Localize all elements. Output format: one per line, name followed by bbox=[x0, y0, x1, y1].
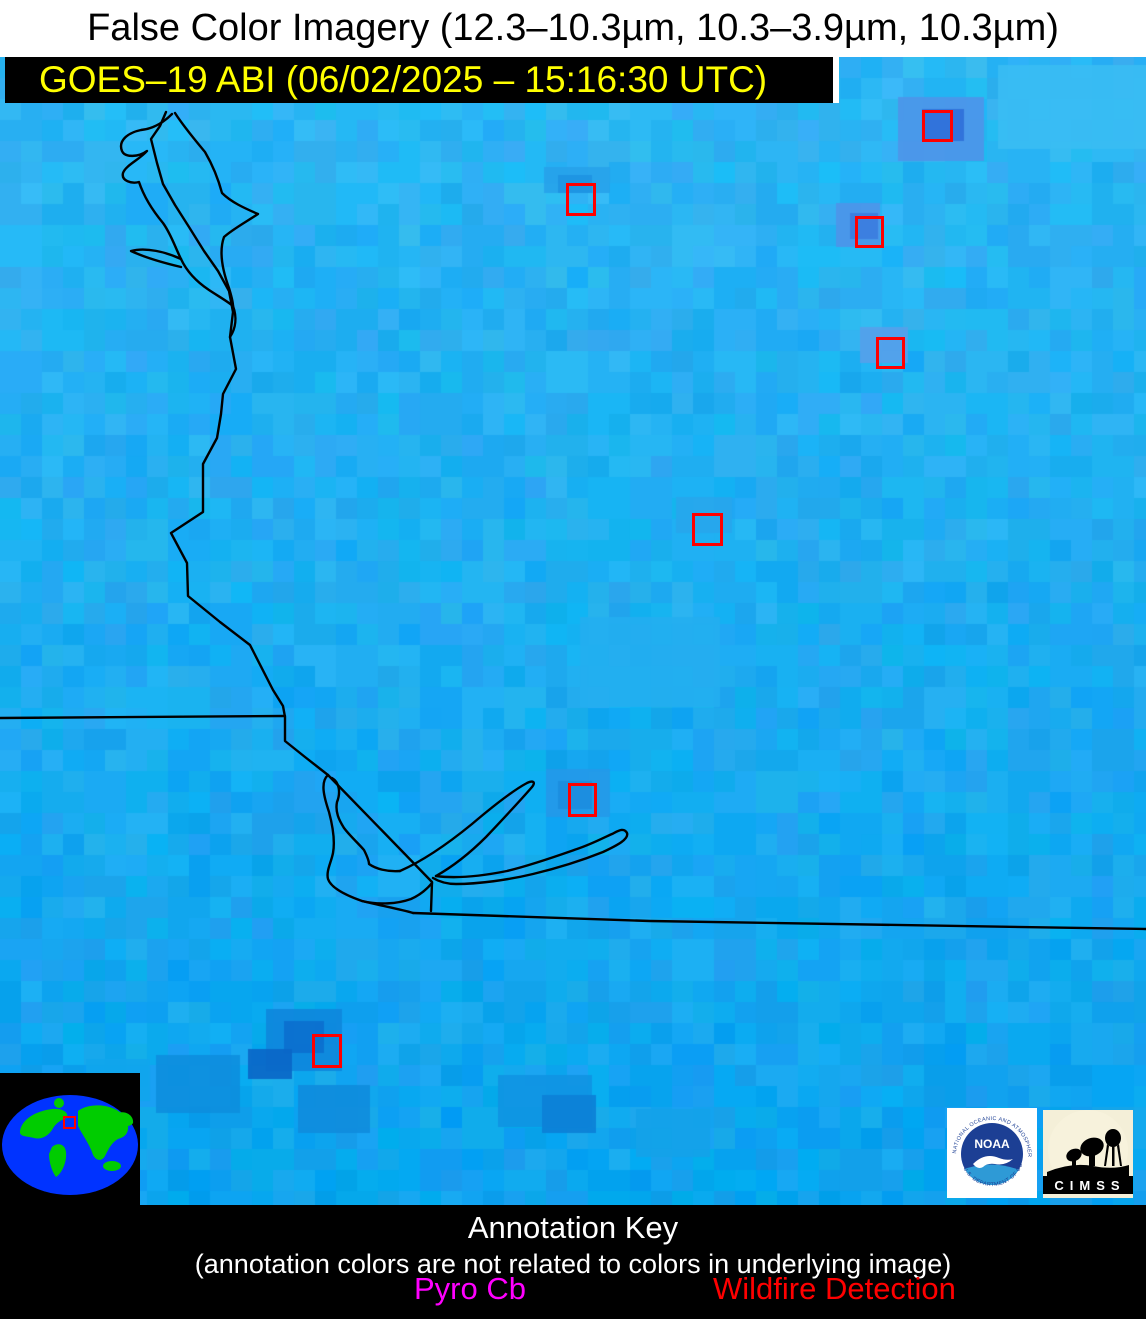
legend-item: Pyro Cb bbox=[414, 1271, 526, 1306]
noaa-wordmark: NOAA bbox=[974, 1137, 1010, 1151]
annotation-key-title: Annotation Key bbox=[467, 1210, 679, 1245]
locator-map bbox=[0, 1073, 140, 1205]
locator-ocean bbox=[2, 1095, 138, 1195]
cimss-wordmark: CIMSS bbox=[1054, 1178, 1125, 1193]
cimss-silhouette bbox=[1047, 1129, 1129, 1176]
noaa-gull-icon bbox=[973, 1156, 1013, 1168]
wildfire-marker bbox=[568, 783, 597, 817]
noaa-logo: NOAA NATIONAL OCEANIC AND ATMOSPHERIC AD… bbox=[945, 1104, 1037, 1198]
product-title: False Color Imagery (12.3–10.3µm, 10.3–3… bbox=[87, 7, 1059, 49]
wildfire-marker bbox=[855, 216, 884, 248]
legend-item: Wildfire Detection bbox=[713, 1271, 956, 1306]
locator-continents bbox=[19, 1098, 134, 1177]
banner-white-sliver bbox=[833, 57, 839, 103]
cimss-logo: CIMSS bbox=[1043, 1110, 1133, 1198]
locator-extent-marker bbox=[63, 1116, 76, 1129]
satellite-timestamp-banner: GOES–19 ABI (06/02/2025 – 15:16:30 UTC) bbox=[5, 57, 833, 103]
annotation-key-subtitle: (annotation colors are not related to co… bbox=[194, 1249, 952, 1279]
title-band: False Color Imagery (12.3–10.3µm, 10.3–3… bbox=[0, 0, 1146, 57]
locator-world-map bbox=[2, 1095, 138, 1195]
wildfire-marker bbox=[566, 183, 596, 216]
wildfire-marker bbox=[312, 1034, 342, 1068]
annotation-key-legend: Pyro Cb Wildfire Detection bbox=[0, 1271, 1146, 1311]
wildfire-marker bbox=[876, 337, 905, 369]
wildfire-marker bbox=[922, 110, 953, 142]
annotation-key: Annotation Key (annotation colors are no… bbox=[0, 1205, 1146, 1319]
satellite-imagery bbox=[0, 57, 1146, 1205]
wildfire-marker bbox=[692, 513, 723, 546]
satellite-timestamp-text: GOES–19 ABI (06/02/2025 – 15:16:30 UTC) bbox=[39, 59, 768, 100]
